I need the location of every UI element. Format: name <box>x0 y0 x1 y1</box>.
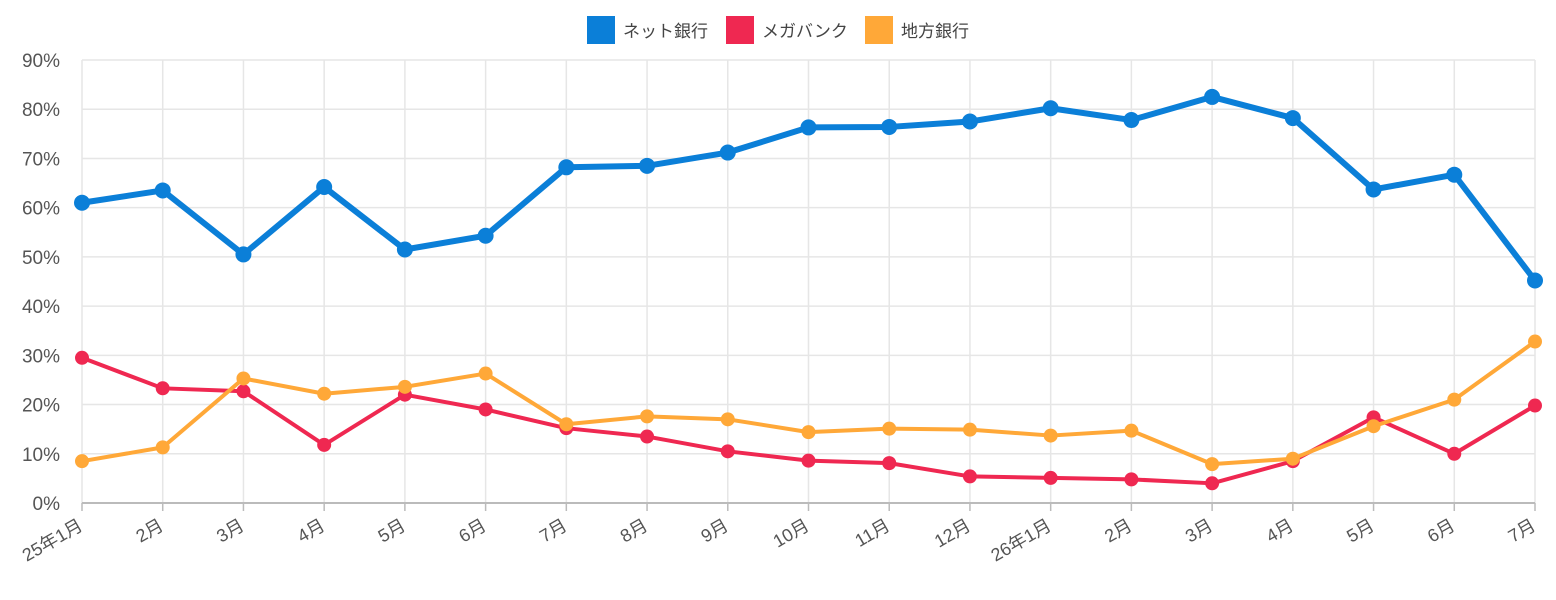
data-point <box>477 227 494 244</box>
y-tick-label: 90% <box>22 51 60 72</box>
data-point <box>1285 451 1300 466</box>
data-point <box>1043 428 1058 443</box>
data-point <box>1446 166 1463 183</box>
data-point <box>155 440 170 455</box>
legend-swatch <box>726 16 754 44</box>
data-point <box>1043 470 1058 485</box>
x-tick-label: 3月 <box>1182 515 1216 546</box>
data-point <box>1284 110 1301 127</box>
data-point <box>1204 88 1221 105</box>
x-tick-label: 25年1月 <box>19 515 86 565</box>
data-point <box>75 454 89 469</box>
y-tick-label: 30% <box>22 346 60 367</box>
y-tick-label: 80% <box>22 100 60 121</box>
x-tick-label: 6月 <box>455 515 489 546</box>
data-point <box>236 371 251 386</box>
legend-swatch <box>865 16 893 44</box>
legend-label: メガバンク <box>762 22 848 42</box>
x-tick-label: 4月 <box>1263 515 1297 546</box>
data-point <box>1528 398 1542 413</box>
axes: 0% 10% 20% 30% 40% 50% 60% 70% 80% 90% 25年1月 2月 3月 4月… <box>19 51 1539 565</box>
data-point <box>961 113 978 130</box>
data-point <box>235 246 252 263</box>
data-point <box>1124 472 1139 487</box>
data-point <box>1123 112 1140 129</box>
data-point <box>720 412 735 427</box>
x-tick-label: 12月 <box>931 515 974 551</box>
data-point <box>882 421 897 436</box>
data-point <box>1366 419 1381 434</box>
data-point <box>719 144 736 161</box>
data-point <box>800 119 817 136</box>
legend-label: ネット銀行 <box>623 22 708 42</box>
data-point <box>720 444 735 459</box>
data-point <box>558 159 575 176</box>
x-tick-label: 7月 <box>536 515 570 546</box>
data-point <box>1527 272 1543 289</box>
x-tick-label: 5月 <box>375 515 409 546</box>
data-point <box>559 417 574 432</box>
series-1 <box>74 88 1543 289</box>
data-point <box>801 453 816 468</box>
x-tick-label: 2月 <box>132 515 166 546</box>
data-point <box>396 241 413 258</box>
data-point <box>1042 100 1059 117</box>
data-point <box>317 386 332 401</box>
legend-label: 地方銀行 <box>901 22 969 42</box>
data-point <box>478 402 493 417</box>
series-3 <box>75 334 1542 472</box>
legend-swatch <box>587 16 615 44</box>
legend-item[interactable]: ネット銀行 <box>587 16 708 44</box>
data-point <box>317 437 332 452</box>
x-tick-label: 7月 <box>1505 515 1539 546</box>
data-point <box>1124 423 1139 438</box>
data-point <box>640 429 655 444</box>
data-point <box>801 425 816 440</box>
x-tick-label: 2月 <box>1101 515 1135 546</box>
x-tick-label: 10月 <box>770 515 813 551</box>
y-tick-label: 50% <box>22 248 60 269</box>
data-point <box>962 422 977 437</box>
data-point <box>74 194 90 211</box>
data-point <box>882 456 897 471</box>
data-point <box>1205 457 1220 472</box>
data-point <box>75 350 89 365</box>
data-point <box>1365 181 1382 198</box>
data-point <box>478 366 493 381</box>
data-point <box>1528 334 1542 349</box>
legend[interactable]: ネット銀行 メガバンク 地方銀行 <box>587 16 969 44</box>
x-tick-label: 5月 <box>1343 515 1377 546</box>
x-tick-label: 11月 <box>851 515 893 551</box>
legend-item[interactable]: メガバンク <box>726 16 848 44</box>
data-point <box>1205 476 1220 491</box>
legend-item[interactable]: 地方銀行 <box>865 16 969 44</box>
y-tick-label: 70% <box>22 149 60 170</box>
data-point <box>397 379 412 394</box>
y-tick-label: 60% <box>22 199 60 220</box>
data-point <box>316 178 333 195</box>
data-point <box>236 384 251 399</box>
y-tick-label: 0% <box>33 494 61 515</box>
data-point <box>154 182 171 199</box>
y-tick-label: 40% <box>22 297 60 318</box>
x-tick-label: 26年1月 <box>987 515 1054 565</box>
data-point <box>881 118 898 135</box>
x-tick-label: 8月 <box>617 515 651 546</box>
x-tick-label: 6月 <box>1424 515 1458 546</box>
data-point <box>155 381 170 396</box>
data-point <box>639 157 656 174</box>
series-lines <box>74 88 1543 491</box>
y-tick-label: 20% <box>22 396 60 417</box>
data-point <box>1447 392 1462 407</box>
y-tick-label: 10% <box>22 445 60 466</box>
x-tick-label: 3月 <box>213 515 247 546</box>
x-tick-label: 4月 <box>294 515 328 546</box>
data-point <box>1447 446 1462 461</box>
data-point <box>640 409 655 424</box>
x-tick-label: 9月 <box>698 515 732 546</box>
data-point <box>962 469 977 484</box>
